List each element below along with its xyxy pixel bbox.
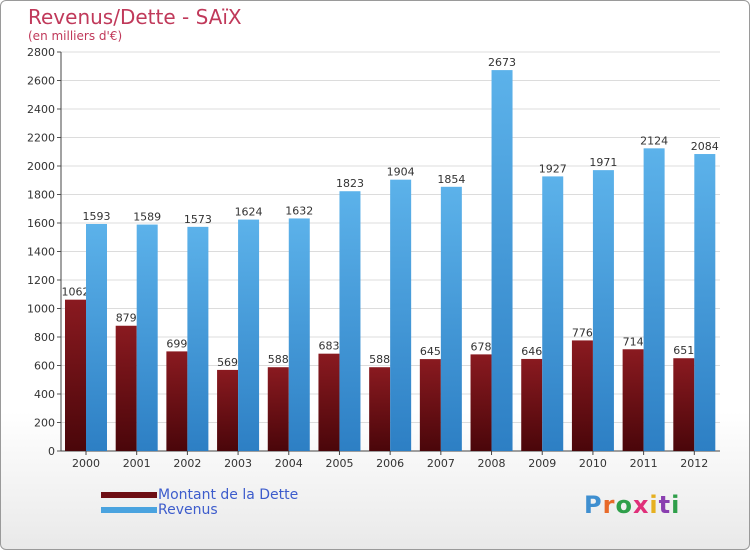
y-tick-label: 400 (34, 388, 55, 401)
y-tick-label: 0 (48, 445, 55, 458)
debt-bar (217, 369, 239, 451)
revenue-bar (86, 223, 107, 451)
debt-bar (521, 358, 543, 451)
logo-letter: r (602, 491, 616, 519)
revenue-bar (491, 70, 513, 451)
revenue-bar (390, 179, 412, 451)
logo-letter: i (671, 491, 681, 519)
y-tick-label: 600 (34, 360, 55, 373)
logo-letter: o (615, 491, 633, 519)
debt-value-label: 714 (623, 335, 644, 348)
debt-bar (470, 354, 492, 451)
legend-item-debt: Montant de la Dette (101, 486, 299, 503)
y-tick-label: 1600 (27, 217, 55, 230)
revenue-bar (288, 218, 310, 451)
debt-bar (318, 353, 340, 451)
debt-bar (622, 349, 644, 451)
debt-value-label: 588 (268, 353, 289, 366)
debt-value-label: 678 (471, 340, 492, 353)
debt-bar (419, 359, 441, 451)
debt-bar (267, 367, 289, 451)
revenue-value-label: 2124 (640, 134, 668, 147)
legend-label-debt: Montant de la Dette (158, 486, 299, 503)
y-tick-label: 1000 (27, 303, 55, 316)
revenue-value-label: 1904 (387, 166, 415, 179)
revenue-value-label: 1573 (184, 213, 212, 226)
x-tick-label: 2000 (72, 457, 100, 470)
revenue-bar (542, 176, 564, 451)
legend-swatch-debt (101, 491, 157, 498)
debt-bar (673, 358, 695, 451)
debt-value-label: 588 (369, 353, 390, 366)
chart-subtitle: (en milliers d'€) (28, 29, 123, 43)
revenue-bar (592, 170, 614, 451)
x-tick-label: 2011 (630, 457, 658, 470)
x-tick-label: 2008 (478, 457, 506, 470)
debt-value-label: 683 (318, 340, 339, 353)
debt-value-label: 1062 (62, 286, 90, 299)
debt-value-label: 699 (166, 337, 187, 350)
revenue-value-label: 1632 (285, 204, 313, 217)
revenue-bar (440, 186, 462, 451)
chart-title: Revenus/Dette - SAïX (28, 5, 242, 29)
proxiti-logo: Proxiti (584, 491, 680, 519)
revenue-value-label: 2673 (488, 56, 516, 69)
logo-letter: t (658, 491, 672, 519)
x-tick-label: 2007 (427, 457, 455, 470)
revenue-bar (694, 154, 716, 451)
revenue-value-label: 1589 (133, 211, 161, 224)
x-tick-label: 2009 (528, 457, 556, 470)
revenue-value-label: 1927 (539, 162, 567, 175)
legend-item-revenue: Revenus (101, 501, 298, 518)
debt-bar (571, 340, 593, 451)
debt-value-label: 879 (116, 312, 137, 325)
x-tick-label: 2001 (123, 457, 151, 470)
revenue-value-label: 1823 (336, 177, 364, 190)
debt-value-label: 645 (420, 345, 441, 358)
revenue-bar (339, 191, 361, 451)
y-tick-label: 800 (34, 331, 55, 344)
logo-letter: P (584, 491, 603, 519)
x-tick-label: 2004 (275, 457, 303, 470)
legend-swatch-revenue (101, 506, 157, 513)
debt-value-label: 776 (572, 326, 593, 339)
revenue-bar (187, 226, 209, 451)
y-tick-label: 2600 (27, 75, 55, 88)
debt-bar (65, 299, 86, 451)
revenue-bar (136, 224, 158, 451)
revenue-bar (238, 219, 260, 451)
revenue-bar (643, 148, 665, 451)
revenue-value-label: 1854 (437, 173, 465, 186)
x-tick-label: 2010 (579, 457, 607, 470)
revenue-value-label: 2084 (691, 140, 719, 153)
debt-bar (369, 367, 391, 451)
logo-letter: x (632, 491, 650, 519)
x-tick-label: 2002 (173, 457, 201, 470)
revenue-value-label: 1624 (235, 206, 263, 219)
logo-letter: i (649, 491, 659, 519)
y-tick-label: 2800 (27, 46, 55, 59)
debt-value-label: 569 (217, 356, 238, 369)
y-tick-label: 1200 (27, 274, 55, 287)
debt-bar (166, 351, 188, 451)
debt-value-label: 651 (673, 344, 694, 357)
x-tick-label: 2012 (680, 457, 708, 470)
y-tick-label: 200 (34, 417, 55, 430)
y-tick-label: 2200 (27, 132, 55, 145)
y-tick-label: 1800 (27, 189, 55, 202)
x-tick-label: 2003 (224, 457, 252, 470)
legend: Montant de la Dette Revenus (101, 486, 299, 518)
x-tick-label: 2005 (325, 457, 353, 470)
legend-label-revenue: Revenus (158, 501, 218, 518)
debt-bar (115, 325, 137, 451)
y-tick-label: 1400 (27, 246, 55, 259)
revenue-value-label: 1971 (589, 156, 617, 169)
debt-value-label: 646 (521, 345, 542, 358)
y-tick-label: 2000 (27, 160, 55, 173)
revenue-value-label: 1593 (83, 210, 111, 223)
y-tick-label: 2400 (27, 103, 55, 116)
x-tick-label: 2006 (376, 457, 404, 470)
